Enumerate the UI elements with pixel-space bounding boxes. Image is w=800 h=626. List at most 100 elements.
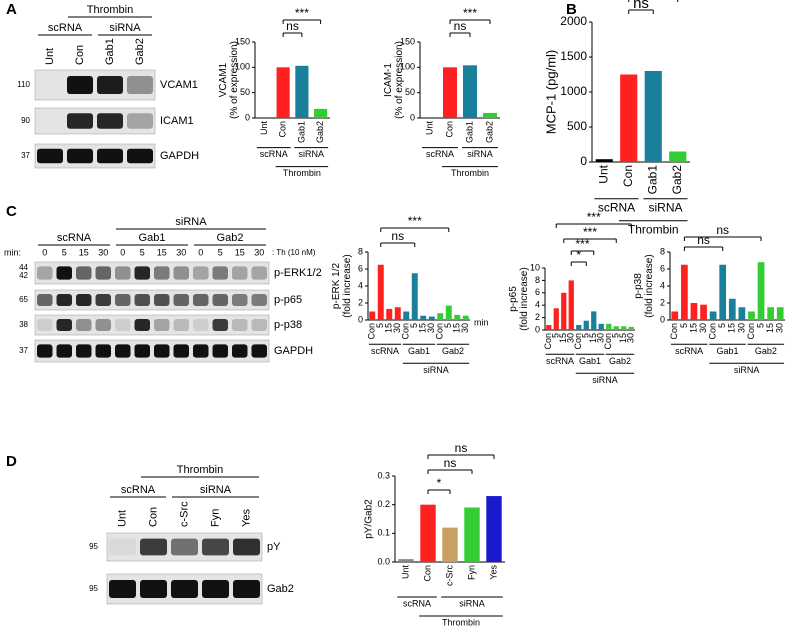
bar	[757, 262, 765, 320]
band	[97, 148, 123, 164]
group-label: Gab2	[217, 232, 244, 244]
annotation: ***	[463, 6, 477, 20]
bar	[583, 320, 589, 330]
y-tick-label: 4	[358, 280, 363, 290]
x-tick-label: Gab2	[315, 121, 325, 143]
bar	[681, 264, 688, 320]
bar	[553, 308, 559, 330]
blot-row-label: GAPDH	[160, 150, 199, 162]
group-label: scRNA	[48, 22, 83, 34]
y-tick-label: 50	[405, 87, 415, 97]
band	[115, 294, 131, 306]
x-tick-label: Con	[435, 323, 445, 340]
band	[67, 76, 93, 94]
band	[109, 538, 136, 556]
y-tick-label: 6	[535, 287, 540, 297]
bar	[598, 323, 604, 330]
x-tick-label: 30	[426, 323, 436, 333]
y-tick-label: 0.1	[377, 528, 390, 538]
time-label: 15	[79, 247, 89, 257]
band	[154, 266, 170, 280]
x-tick-label: Con	[708, 323, 718, 340]
x-tick-label: Unt	[596, 164, 610, 183]
x-tick-label: 5	[375, 323, 385, 328]
blot-strip	[34, 107, 156, 135]
bar	[561, 292, 567, 330]
x-tick-label: Con	[621, 165, 635, 187]
band	[109, 580, 136, 598]
band	[67, 113, 93, 129]
y-tick-label: 4	[535, 300, 540, 310]
marker-label: 37	[21, 151, 30, 160]
band	[97, 76, 123, 94]
time-label: 30	[176, 247, 186, 257]
x-tick-label: Con	[401, 323, 411, 340]
y-axis-label: p-ERK 1/2	[331, 262, 342, 309]
x-tick-label: 15	[727, 323, 737, 333]
lane-label: Fyn	[209, 509, 221, 527]
blot-row-label: p-p38	[274, 319, 302, 331]
band	[76, 294, 92, 306]
x-tick-label: 30	[775, 323, 785, 333]
bar	[621, 326, 627, 330]
marker-label: 44	[19, 263, 28, 272]
group-label: Thrombin	[177, 464, 223, 476]
y-tick-label: 2	[535, 312, 540, 322]
band	[233, 538, 260, 556]
panel-label: B	[566, 1, 577, 18]
bar	[776, 307, 784, 320]
bar	[546, 325, 552, 330]
x-tick-label: 30	[698, 323, 708, 333]
band	[251, 344, 267, 358]
band	[233, 580, 260, 598]
band	[154, 294, 170, 306]
band	[251, 294, 267, 306]
bar	[295, 65, 309, 118]
y-axis-label: (fold increase)	[519, 267, 530, 330]
y-tick-label: 4	[660, 280, 665, 290]
blot-row-label: p-p65	[274, 294, 302, 306]
marker-label: 110	[17, 80, 30, 89]
x-tick-label: 30	[736, 323, 746, 333]
group-label: siRNA	[592, 375, 618, 385]
min-label: min:	[4, 247, 21, 257]
annotation: ***	[408, 214, 422, 228]
blot-row-label: Gab2	[267, 583, 294, 595]
panel-label: C	[6, 203, 17, 220]
lane-label: Gab2	[134, 38, 146, 65]
time-label: 15	[235, 247, 245, 257]
band	[212, 319, 228, 331]
y-tick-label: 150	[400, 36, 415, 46]
group-label: Gab1	[139, 232, 166, 244]
band	[251, 319, 267, 331]
bar	[728, 298, 736, 320]
annotation: ns	[444, 456, 457, 470]
band	[232, 266, 248, 280]
group-label: Gab2	[609, 356, 631, 366]
band	[171, 580, 198, 598]
annotation: ***	[575, 237, 589, 251]
bar	[738, 307, 746, 320]
y-axis-label: pY/Gab2	[364, 499, 375, 539]
bar	[709, 311, 717, 320]
group-label: siRNA	[109, 22, 141, 34]
x-tick-label: 5	[755, 323, 765, 328]
band	[127, 76, 153, 94]
bar	[595, 159, 613, 162]
x-tick-label: Con	[422, 565, 432, 582]
marker-label: 95	[89, 542, 98, 551]
group-label: Thrombin	[87, 4, 133, 16]
bar	[394, 307, 401, 320]
x-tick-label: Con	[278, 121, 288, 138]
group-label: scRNA	[121, 484, 156, 496]
x-tick-label: Gab1	[464, 121, 474, 143]
y-tick-label: 8	[535, 275, 540, 285]
bar	[568, 280, 574, 330]
x-tick-label: 5	[409, 323, 419, 328]
bar	[483, 112, 497, 118]
group-label: siRNA	[459, 599, 485, 609]
bar	[314, 108, 328, 118]
band	[193, 294, 209, 306]
x-tick-label: Gab2	[670, 165, 684, 195]
annotation: ***	[587, 210, 601, 224]
